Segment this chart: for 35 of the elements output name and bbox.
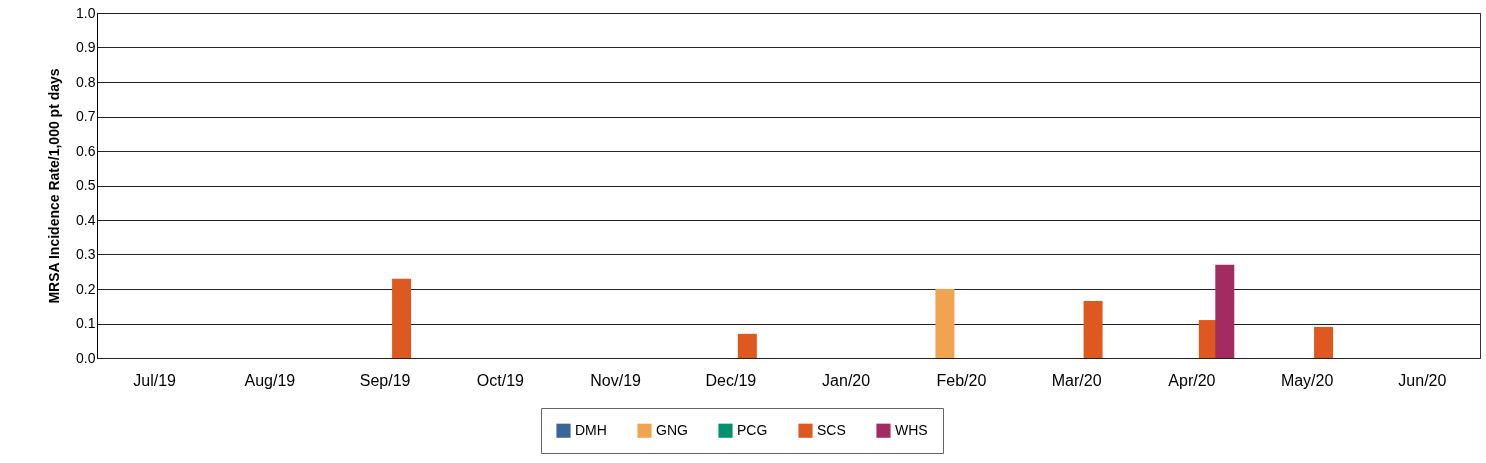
legend-label: PCG [737,421,768,438]
x-tick-label: Oct/19 [476,371,525,389]
y-axis-title: MRSA Incidence Rate/1,000 pt days [46,68,63,304]
y-tick-label: 0.8 [76,73,96,90]
x-tick-label: Aug/19 [244,371,296,389]
bar [1215,264,1235,358]
bar [1314,326,1334,358]
bar [737,333,757,358]
y-tick-label: 0.4 [76,211,96,228]
x-tick-label: May/20 [1280,371,1334,389]
x-tick-label: Mar/20 [1051,371,1102,389]
legend-label: GNG [656,421,688,438]
x-tick-label: Apr/20 [1168,371,1216,389]
y-tick-label: 0.7 [76,108,96,124]
x-tick-label: Nov/19 [590,371,642,389]
x-tick-label: Jul/19 [133,371,177,389]
y-tick-label: 1.0 [76,4,96,21]
bar [1083,301,1103,358]
legend-label: SCS [817,421,846,438]
x-tick-label: Jun/20 [1398,371,1447,389]
y-tick-label: 0.9 [76,39,96,55]
y-tick-label: 0.6 [76,142,96,159]
y-tick-label: 0.2 [76,280,96,297]
legend-label: DMH [575,421,607,438]
bar [392,278,412,358]
x-tick-label: Sep/19 [359,371,411,389]
x-tick-label: Feb/20 [936,371,987,389]
y-tick-label: 0.0 [76,349,96,366]
bar [935,289,955,358]
x-tick-label: Jan/20 [822,371,871,389]
y-tick-label: 0.5 [76,177,96,193]
x-tick-label: Dec/19 [705,371,757,389]
y-tick-label: 0.3 [76,246,96,262]
y-tick-label: 0.1 [76,315,96,331]
legend-label: WHS [895,421,928,438]
